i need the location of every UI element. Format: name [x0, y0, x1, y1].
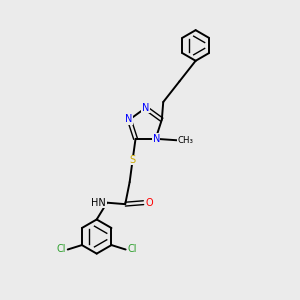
Text: CH₃: CH₃	[178, 136, 194, 145]
Text: Cl: Cl	[56, 244, 66, 254]
Text: Cl: Cl	[128, 244, 137, 254]
Text: N: N	[142, 103, 149, 112]
Text: N: N	[152, 134, 160, 144]
Text: N: N	[125, 114, 132, 124]
Text: HN: HN	[92, 198, 106, 208]
Text: S: S	[130, 155, 136, 165]
Text: O: O	[146, 198, 153, 208]
